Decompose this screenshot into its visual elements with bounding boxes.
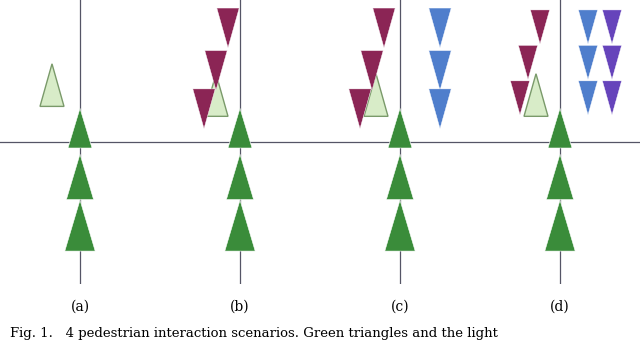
Text: (a): (a) <box>70 299 90 313</box>
Polygon shape <box>429 8 451 48</box>
Polygon shape <box>547 154 573 200</box>
Polygon shape <box>511 81 530 115</box>
Polygon shape <box>531 10 550 44</box>
Polygon shape <box>602 45 621 80</box>
Polygon shape <box>429 51 451 90</box>
Text: (b): (b) <box>230 299 250 313</box>
Text: (c): (c) <box>390 299 410 313</box>
Polygon shape <box>579 10 598 44</box>
Polygon shape <box>364 74 388 116</box>
Polygon shape <box>67 154 93 200</box>
Polygon shape <box>217 8 239 48</box>
Polygon shape <box>65 200 95 251</box>
Polygon shape <box>205 51 227 90</box>
Polygon shape <box>518 45 538 80</box>
Polygon shape <box>579 45 598 80</box>
Polygon shape <box>602 10 621 44</box>
Polygon shape <box>524 74 548 116</box>
Polygon shape <box>385 200 415 251</box>
Polygon shape <box>602 81 621 115</box>
Text: Fig. 1.   4 pedestrian interaction scenarios. Green triangles and the light: Fig. 1. 4 pedestrian interaction scenari… <box>10 327 497 340</box>
Polygon shape <box>372 8 396 48</box>
Polygon shape <box>227 154 253 200</box>
Polygon shape <box>548 108 572 148</box>
Polygon shape <box>228 108 252 148</box>
Polygon shape <box>204 74 228 116</box>
Polygon shape <box>349 89 371 129</box>
Polygon shape <box>193 89 215 129</box>
Polygon shape <box>40 64 64 107</box>
Polygon shape <box>225 200 255 251</box>
Text: (d): (d) <box>550 299 570 313</box>
Polygon shape <box>387 154 413 200</box>
Polygon shape <box>388 108 412 148</box>
Polygon shape <box>429 89 451 129</box>
Polygon shape <box>545 200 575 251</box>
Polygon shape <box>361 51 383 90</box>
Polygon shape <box>579 81 598 115</box>
Polygon shape <box>68 108 92 148</box>
